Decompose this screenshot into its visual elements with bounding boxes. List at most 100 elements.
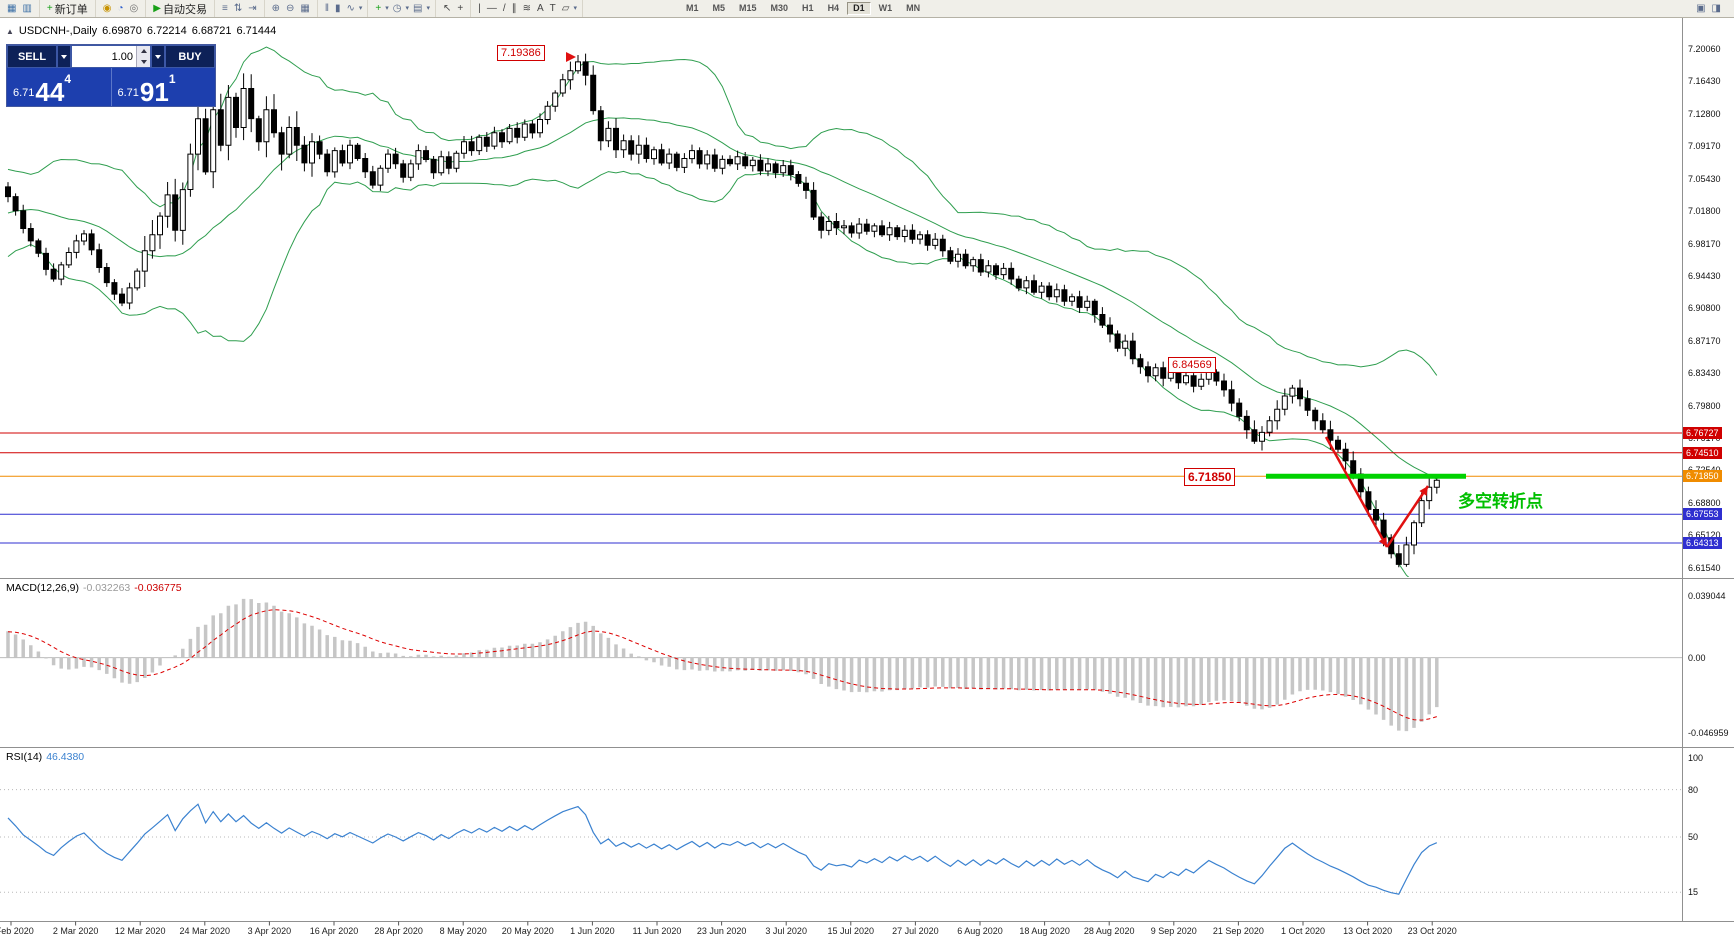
docking-button[interactable]: ◨ <box>1709 1 1724 16</box>
chart-profiles-button[interactable]: ▥ <box>19 1 34 16</box>
trend-arrow[interactable] <box>1324 436 1389 548</box>
candlestick-chart-button[interactable]: ▮ <box>332 1 344 16</box>
price-axis-tick: 7.12800 <box>1688 108 1721 119</box>
docking-icon: ◨ <box>1711 2 1721 14</box>
main-chart-plot-area[interactable] <box>0 18 1682 578</box>
price-axis-tick: 7.16430 <box>1688 76 1721 87</box>
price-axis[interactable] <box>1682 18 1734 921</box>
toolbar-right-group: ▣ ◨ <box>1689 0 1728 17</box>
toolbar-group: | — / ∥ ≋ A T ▱ ▾ <box>471 0 583 17</box>
shapes-button[interactable]: ▱ <box>559 1 573 16</box>
volume-down-button[interactable] <box>137 56 150 67</box>
window-arrange-button[interactable]: ▣ <box>1693 1 1708 16</box>
candlestick-chart-icon: ▮ <box>334 2 341 14</box>
new-order-button-button[interactable]: + 新订单 <box>44 1 91 16</box>
objects-list-button[interactable]: ⇅ <box>231 1 245 16</box>
shapes-caret-button[interactable]: ▾ <box>572 1 578 16</box>
support-price-label[interactable]: 6.71850 <box>1184 468 1236 486</box>
macd-plot-area[interactable] <box>0 580 1682 746</box>
date-axis[interactable] <box>0 921 1682 943</box>
horizontal-line-button[interactable]: — <box>484 1 500 16</box>
chart-shift-button[interactable]: ⇥ <box>245 1 259 16</box>
trend-arrow[interactable] <box>1385 485 1430 548</box>
timeframe-button-m30[interactable]: M30 <box>765 2 795 16</box>
chart-icon: ▲ <box>6 26 14 36</box>
chart-type-caret-button[interactable]: ▾ <box>358 1 364 16</box>
buy-button[interactable]: BUY <box>165 45 215 68</box>
market-watch-button[interactable]: ◉ <box>100 1 115 16</box>
trendline-button[interactable]: / <box>500 1 509 16</box>
toolbar-group: ◉ ◔ ◎ <box>96 0 147 17</box>
peak-price-label[interactable]: 7.19386 <box>497 45 545 61</box>
toolbar-group: + 新订单 <box>40 0 96 17</box>
cursor-button[interactable]: ↖ <box>440 1 454 16</box>
ask-price-button[interactable]: 6.71 91 1 <box>112 68 216 106</box>
zoom-out-button[interactable]: ⊖ <box>283 1 297 16</box>
price-line-badge: 6.76727 <box>1683 427 1722 439</box>
templates-caret-icon: ▾ <box>426 5 430 12</box>
pane-splitter-macd[interactable] <box>0 576 1734 581</box>
ask-price-pips: 91 <box>139 76 169 107</box>
autotrading-button-button[interactable]: ▶ 自动交易 <box>150 1 210 16</box>
timeframe-button-h4[interactable]: H4 <box>822 2 846 16</box>
timeframe-button-m15[interactable]: M15 <box>733 2 763 16</box>
templates-button[interactable]: ▤ <box>410 1 425 16</box>
bid-price-button[interactable]: 6.71 44 4 <box>7 68 112 106</box>
macd-histogram <box>6 598 1439 732</box>
timeframe-button-w1[interactable]: W1 <box>873 2 899 16</box>
timeframe-button-h1[interactable]: H1 <box>796 2 820 16</box>
timeframe-button-m1[interactable]: M1 <box>680 2 705 16</box>
chart-window-button[interactable]: ◔ <box>114 1 126 16</box>
volume-stepper <box>136 46 150 67</box>
line-chart-icon: ∿ <box>346 2 355 14</box>
swing-high-price-label[interactable]: 6.84569 <box>1168 357 1216 373</box>
turning-point-annotation[interactable]: 多空转折点 <box>1458 492 1543 511</box>
periods-caret-icon: ▾ <box>405 5 409 12</box>
add-indicator-button-button[interactable]: + <box>372 1 384 16</box>
rsi-plot-area[interactable] <box>0 749 1682 920</box>
toolbar-group: ‖ ▮ ∿ ▾ <box>318 0 369 17</box>
chart-title-bar: ▲ USDCNH-,Daily 6.69870 6.72214 6.68721 … <box>6 25 276 37</box>
ask-price-point: 1 <box>168 72 176 86</box>
periods-caret-button[interactable]: ▾ <box>404 1 410 16</box>
label-button[interactable]: T <box>547 1 559 16</box>
volume-input[interactable] <box>72 46 136 67</box>
rsi-pane-header: RSI(14) 46.4380 <box>6 751 84 763</box>
volume-box <box>71 45 151 68</box>
pane-splitter-rsi[interactable] <box>0 745 1734 750</box>
buy-options-caret[interactable] <box>151 45 165 68</box>
timeframe-button-m5[interactable]: M5 <box>707 2 732 16</box>
periods-button[interactable]: ◷ <box>390 1 405 16</box>
date-axis-label: 12 Mar 2020 <box>114 926 166 936</box>
tile-windows-button[interactable]: ▦ <box>297 1 312 16</box>
text-button[interactable]: A <box>534 1 547 16</box>
vertical-line-button[interactable]: | <box>475 1 484 16</box>
sell-options-caret[interactable] <box>57 45 71 68</box>
date-axis-label: 8 May 2020 <box>439 926 487 936</box>
timeframe-button-mn[interactable]: MN <box>900 2 926 16</box>
line-chart-button[interactable]: ∿ <box>343 1 357 16</box>
price-axis-tick: 6.83430 <box>1688 368 1721 379</box>
chart-symbol-label: USDCNH-,Daily <box>18 25 98 37</box>
sell-button[interactable]: SELL <box>7 45 57 68</box>
templates-caret-button[interactable]: ▾ <box>425 1 431 16</box>
macd-axis-label: 0.00 <box>1688 652 1706 663</box>
timeframe-button-d1[interactable]: D1 <box>847 1 871 16</box>
channel-button[interactable]: ∥ <box>509 1 520 16</box>
add-indicator-caret-button[interactable]: ▾ <box>384 1 390 16</box>
bar-chart-button[interactable]: ‖ <box>322 1 332 16</box>
volume-up-button[interactable] <box>137 46 150 57</box>
timeframe-toolbar: M1 M5 M15 M30 H1 H4 D1 W1 MN <box>675 0 931 17</box>
fibonacci-button[interactable]: ≋ <box>520 1 534 16</box>
date-axis-label: 24 Mar 2020 <box>179 926 231 936</box>
price-axis-tick: 7.20060 <box>1688 44 1721 54</box>
indicator-list-button[interactable]: ≡ <box>219 1 231 16</box>
zoom-in-button[interactable]: ⊕ <box>269 1 283 16</box>
expert-info-button[interactable]: ◎ <box>127 1 142 16</box>
stepper-up-icon <box>140 49 147 54</box>
new-chart-button[interactable]: ▦ <box>4 1 19 16</box>
crosshair-button[interactable]: + <box>454 1 466 16</box>
date-axis-label: 1 Jun 2020 <box>570 926 615 936</box>
price-line-badge: 6.64313 <box>1683 537 1722 549</box>
